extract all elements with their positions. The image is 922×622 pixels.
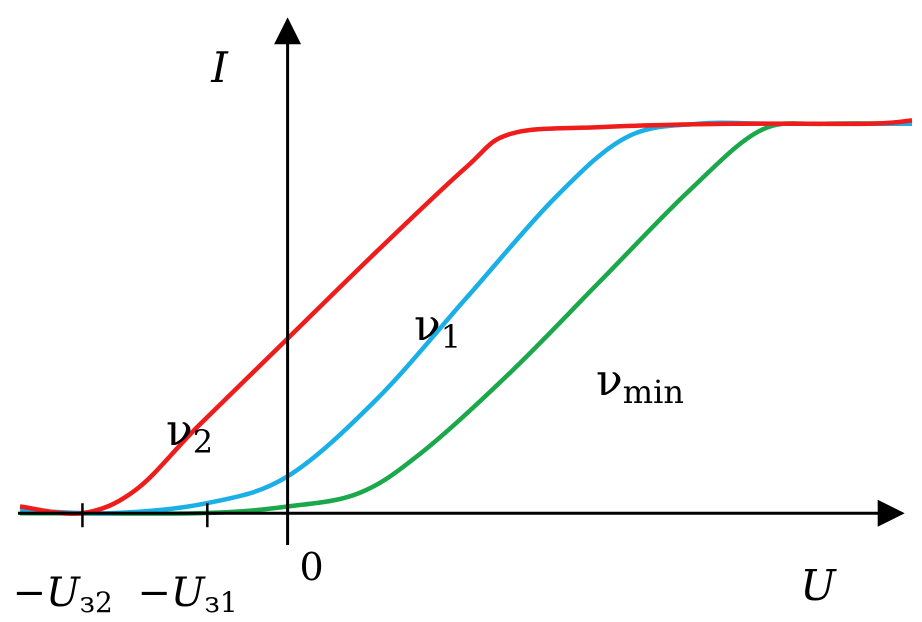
y-axis-label: I — [210, 43, 229, 92]
series-label-1: ν1 — [414, 300, 461, 356]
x-tick-label: −Uз2 — [12, 570, 112, 619]
series-label-layer: ν2 ν1 νmin — [166, 300, 684, 461]
series-line-1 — [19, 120, 912, 516]
series-label-min: νmin — [596, 355, 684, 411]
origin-label: 0 — [300, 545, 324, 589]
series-label-2: ν2 — [166, 405, 213, 461]
series-line-2 — [19, 118, 913, 517]
tick-layer: −Uз2 −Uз1 — [12, 503, 238, 619]
x-tick-label: −Uз1 — [137, 570, 237, 619]
x-axis-label: U — [800, 561, 837, 610]
series-line-min — [19, 121, 913, 516]
series-layer — [19, 118, 913, 517]
